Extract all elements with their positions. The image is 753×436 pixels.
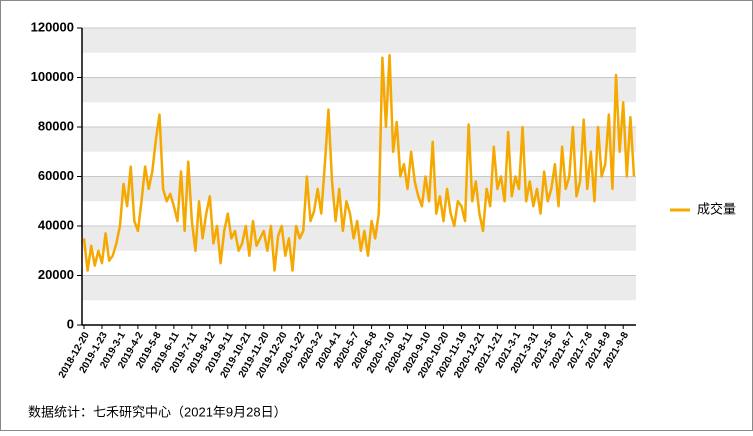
- y-tick-label: 100000: [31, 69, 74, 84]
- grid-band: [82, 127, 636, 152]
- source-note: 数据统计：七禾研究中心（2021年9月28日）: [28, 404, 287, 419]
- y-tick-label: 0: [67, 316, 74, 331]
- y-tick-label: 20000: [38, 267, 74, 282]
- y-tick-label: 60000: [38, 168, 74, 183]
- legend-label: 成交量: [697, 201, 736, 216]
- grid-band: [82, 77, 636, 103]
- series-line: [82, 53, 636, 272]
- y-tick-label: 80000: [38, 118, 74, 133]
- grid-band: [82, 275, 636, 301]
- y-tick-label: 120000: [31, 19, 74, 34]
- grid-band: [82, 28, 636, 53]
- y-tick-label: 40000: [38, 217, 74, 232]
